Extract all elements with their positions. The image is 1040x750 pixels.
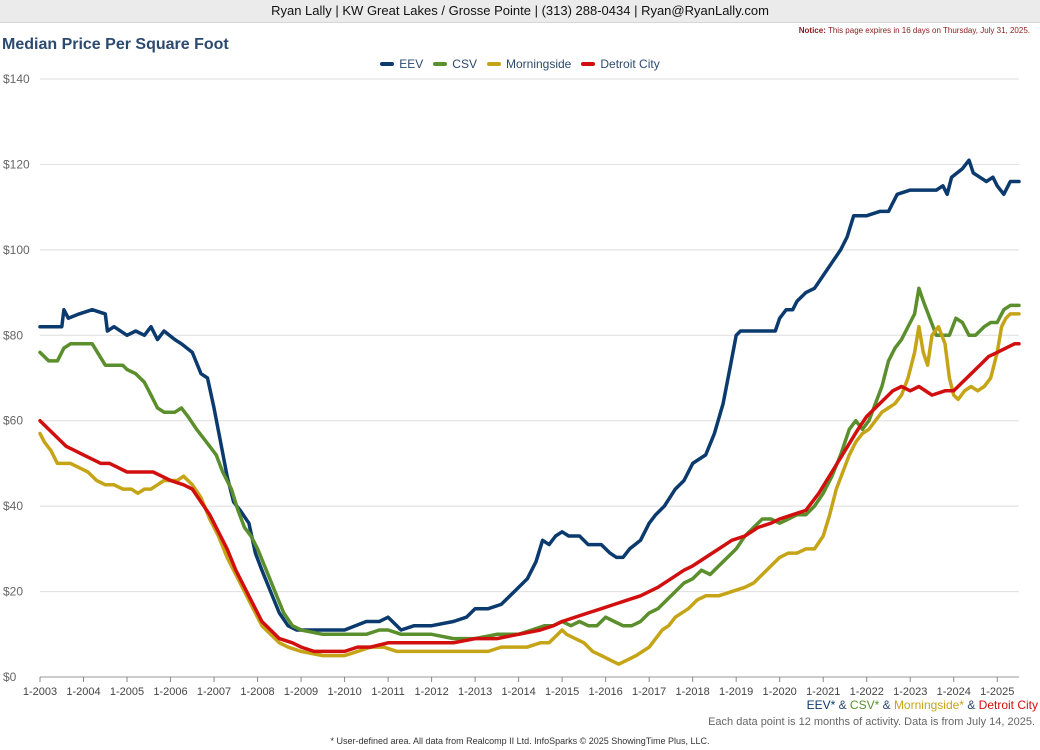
legend-item-csv[interactable]: CSV — [433, 57, 477, 71]
legend-label: Morningside — [505, 57, 572, 71]
x-tick-label: 1-2003 — [23, 686, 57, 698]
agent-contact-text: Ryan Lally | KW Great Lakes / Grosse Poi… — [271, 3, 769, 18]
x-tick-label: 1-2017 — [632, 686, 666, 698]
areas-note-name: Morningside* — [893, 698, 964, 712]
areas-note-name: Detroit City — [978, 698, 1038, 712]
x-tick-label: 1-2024 — [937, 686, 971, 698]
areas-note-name: CSV* — [849, 698, 880, 712]
x-tick-label: 1-2021 — [806, 686, 840, 698]
legend-label: CSV — [452, 57, 477, 71]
x-tick-label: 1-2011 — [371, 686, 404, 698]
x-tick-label: 1-2012 — [414, 686, 448, 698]
y-tick-label: $60 — [3, 414, 23, 428]
x-tick-label: 1-2025 — [980, 686, 1014, 698]
notice-text: This page expires in 16 days on Thursday… — [827, 26, 1030, 35]
y-tick-label: $140 — [3, 72, 30, 86]
legend-item-morningside[interactable]: Morningside — [486, 57, 572, 71]
y-tick-label: $120 — [3, 157, 30, 171]
areas-note-name: EEV* — [806, 698, 836, 712]
areas-note: EEV* & CSV* & Morningside* & Detroit Cit… — [807, 698, 1038, 712]
x-tick-label: 1-2016 — [589, 686, 623, 698]
x-tick-label: 1-2006 — [153, 686, 187, 698]
x-tick-label: 1-2022 — [850, 686, 884, 698]
x-tick-label: 1-2010 — [327, 686, 361, 698]
chart-grid — [40, 78, 1019, 678]
x-tick-label: 1-2005 — [110, 686, 144, 698]
series-line-csv — [38, 286, 1021, 641]
areas-note-separator: & — [963, 698, 979, 712]
chart-legend: EEV CSV Morningside Detroit City — [0, 57, 1040, 71]
y-tick-label: $40 — [3, 499, 23, 513]
agent-header-bar: Ryan Lally | KW Great Lakes / Grosse Poi… — [0, 0, 1040, 23]
series-line-eev — [38, 158, 1021, 632]
x-tick-label: 1-2023 — [893, 686, 927, 698]
x-tick-label: 1-2007 — [197, 686, 231, 698]
series-line-detroit-city — [38, 342, 1021, 654]
footer-note: * User-defined area. All data from Realc… — [330, 736, 710, 746]
legend-swatch — [433, 61, 448, 66]
x-tick-label: 1-2014 — [501, 686, 535, 698]
data-note: Each data point is 12 months of activity… — [708, 716, 1035, 728]
legend-swatch — [581, 61, 596, 66]
legend-swatch — [486, 61, 501, 66]
x-tick-label: 1-2008 — [240, 686, 274, 698]
x-tick-label: 1-2020 — [763, 686, 797, 698]
notice-label: Notice: — [798, 26, 826, 35]
legend-label: EEV — [399, 57, 424, 71]
areas-note-separator: & — [879, 698, 894, 712]
series-line-morningside — [38, 312, 1021, 666]
x-tick-label: 1-2013 — [458, 686, 492, 698]
x-tick-label: 1-2004 — [66, 686, 100, 698]
x-tick-label: 1-2015 — [545, 686, 579, 698]
expiration-notice: Notice: This page expires in 16 days on … — [799, 26, 1030, 35]
legend-item-eev[interactable]: EEV — [380, 57, 423, 71]
legend-item-detroit-city[interactable]: Detroit City — [581, 57, 660, 71]
x-tick-label: 1-2009 — [284, 686, 318, 698]
x-axis-ticks: 1-2003 1-2004 1-2005 1-2006 1-2007 1-2008 1-20… — [23, 677, 1014, 698]
legend-swatch — [380, 61, 395, 66]
y-tick-label: $20 — [3, 585, 23, 599]
chart-title: Median Price Per Square Foot — [2, 36, 229, 53]
y-tick-label: $100 — [3, 243, 30, 257]
chart-series-lines — [38, 158, 1021, 666]
y-axis-ticks: $0 $20 $40 $60 $80 $100 $120 $140 — [3, 72, 30, 684]
x-tick-label: 1-2019 — [719, 686, 753, 698]
legend-label: Detroit City — [600, 57, 660, 71]
areas-note-separator: & — [835, 698, 850, 712]
x-tick-label: 1-2018 — [676, 686, 710, 698]
y-tick-label: $80 — [3, 328, 23, 342]
y-tick-label: $0 — [3, 670, 17, 684]
